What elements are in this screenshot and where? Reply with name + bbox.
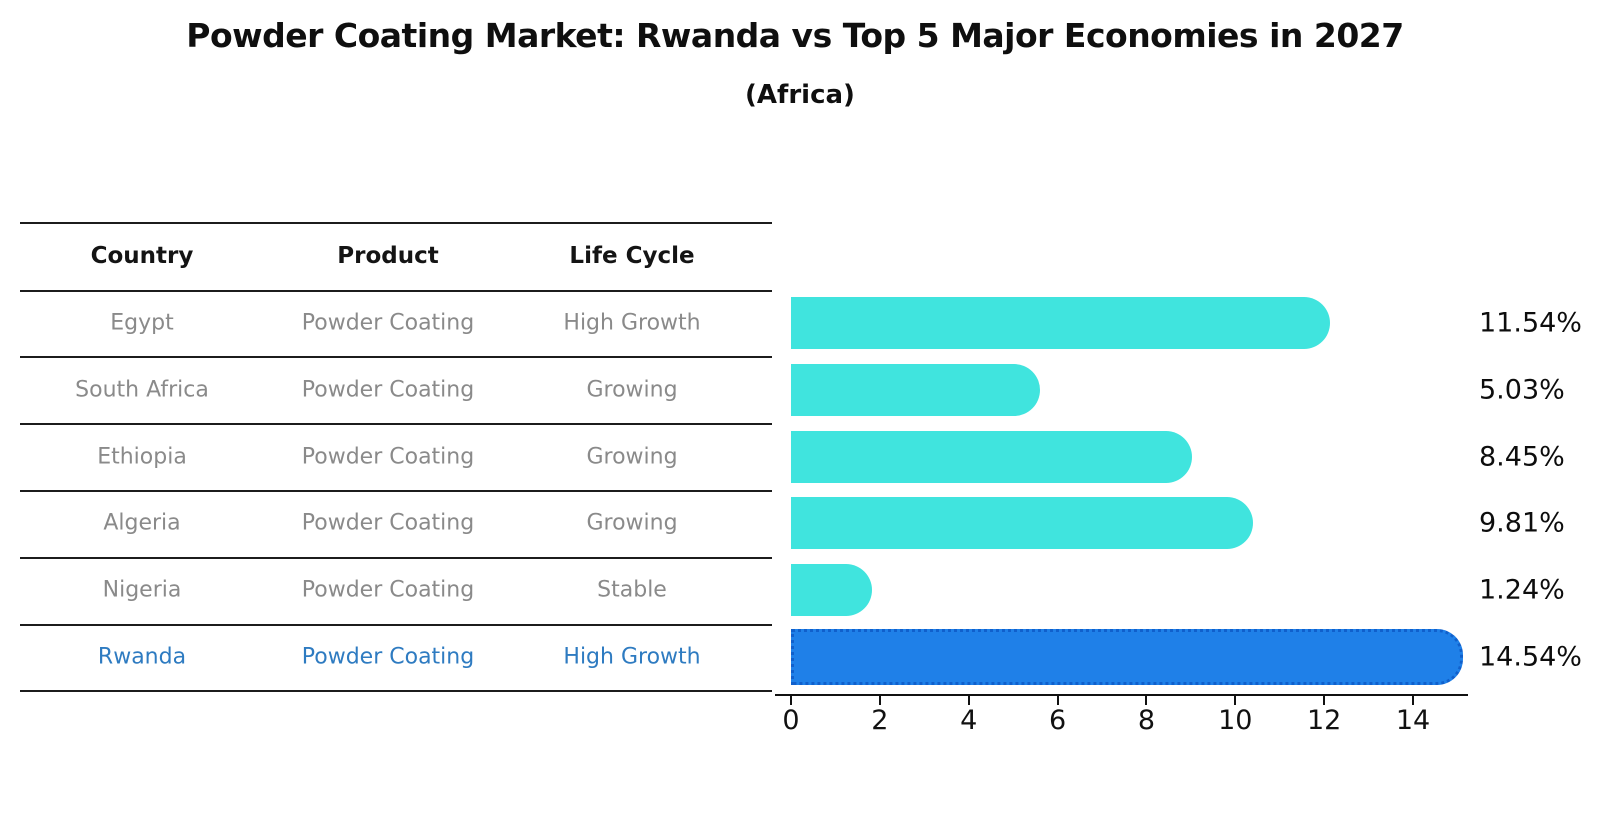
table-rule-line: [20, 489, 772, 492]
value-label-algeria: 9.81%: [1479, 507, 1565, 539]
table-rule-line: [20, 623, 772, 626]
x-tick-mark-10: [1234, 695, 1237, 705]
cell-life-cycle-south-africa: Growing: [586, 377, 678, 403]
chart-title: Powder Coating Market: Rwanda vs Top 5 M…: [186, 16, 1404, 55]
x-tick-label-0: 0: [782, 705, 800, 736]
bar-ethiopia: [791, 430, 1193, 483]
x-tick-mark-8: [1145, 695, 1148, 705]
x-tick-label-6: 6: [1048, 705, 1067, 736]
cell-life-cycle-ethiopia: Growing: [586, 444, 678, 469]
cell-life-cycle-algeria: Growing: [586, 510, 678, 536]
value-label-south-africa: 5.03%: [1479, 374, 1565, 406]
bar-south-africa: [791, 363, 1041, 416]
table-rule-line: [20, 222, 772, 224]
x-tick-mark-12: [1323, 695, 1326, 705]
table-header-product: Product: [337, 243, 439, 269]
cell-country-ethiopia: Ethiopia: [97, 444, 187, 469]
cell-product-nigeria: Powder Coating: [301, 577, 475, 603]
cell-country-nigeria: Nigeria: [102, 577, 182, 603]
cell-country-rwanda: Rwanda: [97, 644, 187, 670]
table-rule-line: [20, 690, 772, 693]
value-label-egypt: 11.54%: [1479, 307, 1582, 339]
bar-rwanda: [791, 628, 1463, 685]
table-rule-line: [20, 289, 772, 292]
table-header-life-cycle: Life Cycle: [569, 243, 695, 269]
x-tick-label-8: 8: [1137, 705, 1156, 736]
x-tick-mark-0: [790, 695, 792, 705]
cell-life-cycle-egypt: High Growth: [563, 310, 701, 336]
cell-product-rwanda: Powder Coating: [301, 644, 475, 670]
x-tick-label-2: 2: [871, 705, 889, 736]
bar-nigeria: [791, 564, 873, 617]
cell-product-south-africa: Powder Coating: [301, 377, 475, 403]
cell-product-ethiopia: Powder Coating: [301, 444, 475, 469]
x-tick-mark-4: [967, 695, 970, 705]
cell-life-cycle-rwanda: High Growth: [563, 644, 701, 670]
value-label-ethiopia: 8.45%: [1479, 441, 1565, 472]
x-axis-line: [775, 694, 1468, 696]
value-label-rwanda: 14.54%: [1479, 641, 1582, 673]
table-header-country: Country: [90, 243, 194, 269]
cell-country-algeria: Algeria: [103, 510, 181, 536]
cell-product-algeria: Powder Coating: [301, 510, 475, 536]
x-tick-mark-2: [878, 695, 881, 705]
x-tick-label-4: 4: [960, 705, 978, 736]
table-rule-line: [20, 423, 772, 426]
cell-country-south-africa: South Africa: [75, 377, 209, 403]
chart-subtitle: (Africa): [745, 80, 855, 110]
bar-algeria: [791, 497, 1253, 550]
x-tick-label-10: 10: [1218, 705, 1253, 736]
table-rule-line: [20, 356, 772, 359]
x-tick-label-12: 12: [1306, 705, 1342, 736]
x-tick-mark-6: [1056, 695, 1059, 705]
x-tick-mark-14: [1412, 695, 1415, 705]
cell-life-cycle-nigeria: Stable: [597, 577, 667, 603]
cell-product-egypt: Powder Coating: [301, 310, 475, 336]
x-tick-label-14: 14: [1395, 705, 1431, 736]
value-label-nigeria: 1.24%: [1479, 574, 1565, 606]
cell-country-egypt: Egypt: [110, 310, 174, 336]
bar-egypt: [791, 296, 1330, 349]
table-rule-line: [20, 556, 772, 559]
